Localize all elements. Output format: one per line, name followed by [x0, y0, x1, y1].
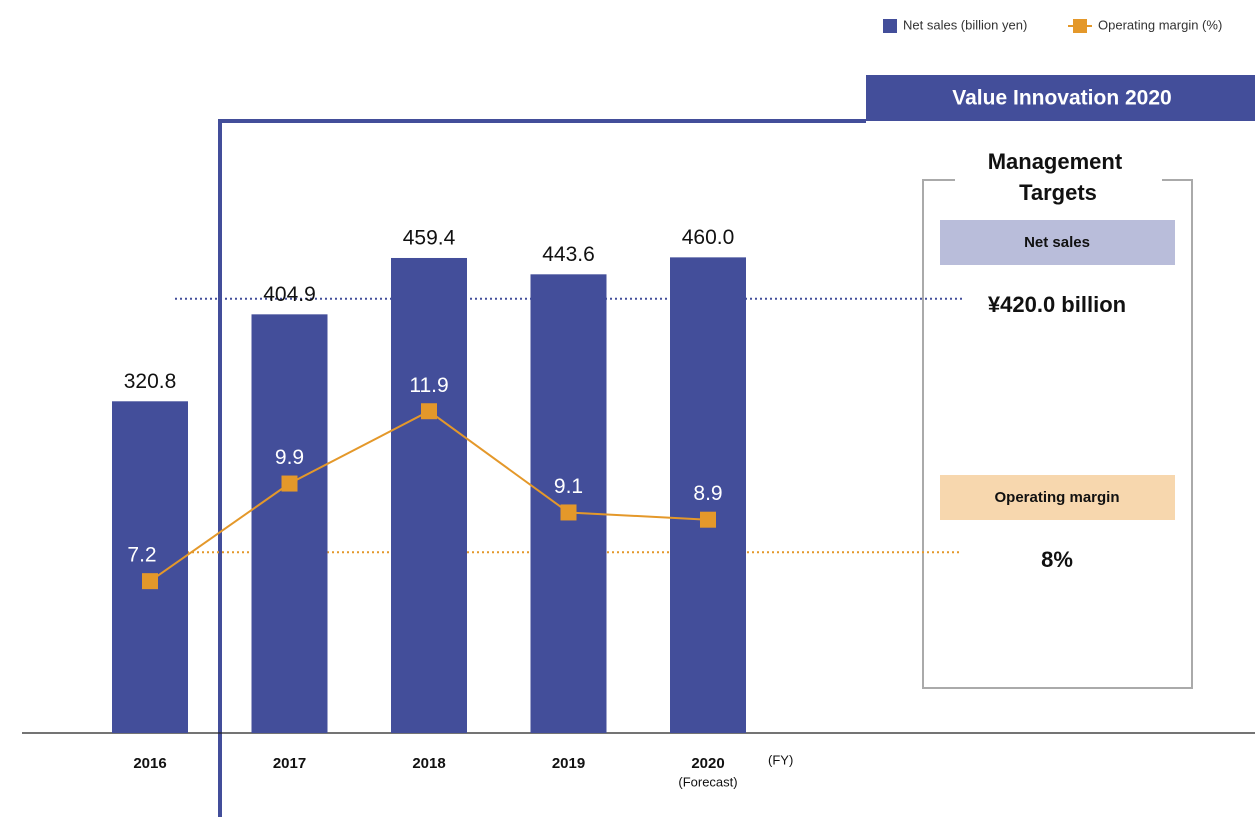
x-tick-note: (Forecast)	[678, 774, 737, 789]
line-marker	[700, 511, 716, 528]
targets-title-line: Targets	[1019, 180, 1097, 205]
bar-value-label: 459.4	[403, 227, 456, 250]
bar	[391, 257, 467, 733]
x-unit: (FY)	[768, 752, 793, 767]
x-tick-label: 2016	[133, 755, 166, 772]
legend-swatch	[1073, 19, 1087, 33]
legend-label: Operating margin (%)	[1098, 17, 1222, 32]
x-tick-label: 2018	[412, 755, 445, 772]
legend-swatch	[883, 19, 897, 33]
targets-frame	[922, 179, 1193, 689]
line-value-label: 9.1	[554, 475, 583, 498]
x-tick-label: 2019	[552, 755, 585, 772]
line-marker	[142, 573, 158, 590]
line-value-label: 11.9	[409, 374, 448, 397]
label-box	[940, 475, 1175, 520]
bar-value-label: 460.0	[682, 226, 735, 249]
bar-value-label: 443.6	[542, 243, 595, 266]
target-label: Net sales	[1024, 234, 1090, 251]
bar-value-label: 320.8	[124, 370, 177, 393]
targets-title: Management Targets	[988, 149, 1129, 205]
bar	[251, 314, 328, 733]
line-value-label: 7.2	[127, 544, 156, 567]
line-value-label: 9.9	[275, 446, 304, 469]
bar	[670, 257, 746, 733]
line-marker	[560, 504, 577, 521]
x-tick-label: 2020	[691, 755, 724, 772]
targets-title-line: Management	[988, 149, 1123, 174]
bar	[112, 401, 188, 733]
line-marker	[281, 475, 298, 492]
target-label: Operating margin	[994, 489, 1119, 506]
target-value: 8%	[1041, 547, 1073, 572]
bar	[530, 274, 607, 733]
target-value: ¥420.0 billion	[988, 292, 1126, 317]
period-title: Value Innovation 2020	[952, 87, 1171, 110]
x-tick-label: 2017	[273, 755, 306, 772]
period-banner	[866, 75, 1255, 121]
period-bracket	[218, 119, 866, 817]
label-box	[940, 220, 1175, 265]
line-marker	[421, 403, 437, 420]
line-value-label: 8.9	[693, 482, 722, 505]
bar-value-label: 404.9	[263, 283, 316, 306]
legend-label: Net sales (billion yen)	[903, 17, 1027, 32]
